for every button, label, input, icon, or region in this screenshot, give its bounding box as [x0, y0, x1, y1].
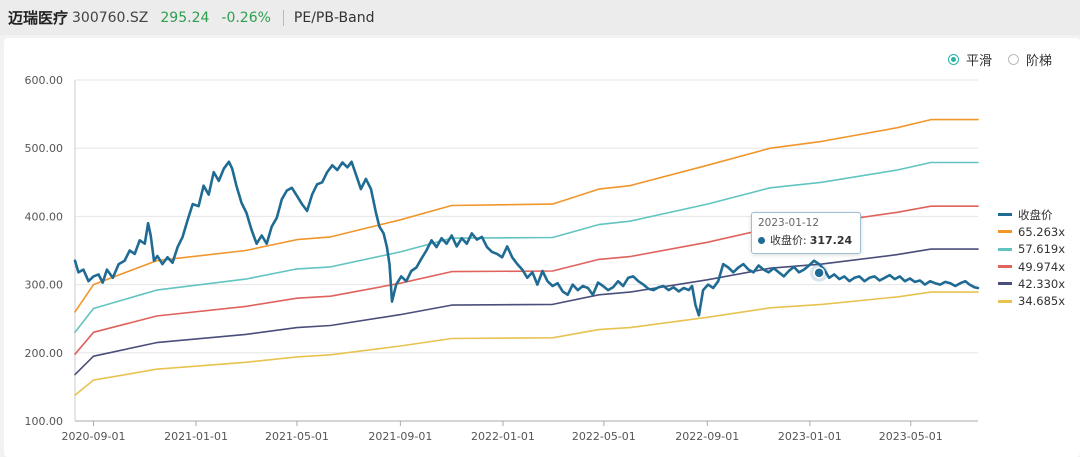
legend-label: 65.263x [1018, 224, 1066, 239]
tooltip-colon: : [803, 233, 807, 247]
x-tick-label: 2021-01-01 [164, 430, 228, 443]
y-tick-label: 500.00 [25, 142, 64, 155]
stock-code: 300760.SZ [72, 9, 149, 26]
stock-name: 迈瑞医疗 [8, 9, 69, 27]
legend-label: 42.330x [1018, 276, 1066, 291]
chart-grid [74, 79, 978, 422]
tooltip-row: 收盘价 : 317.24 [758, 232, 854, 248]
chart-legend: 收盘价 65.263x 57.619x 49.974x 42.330x 34.685x [998, 206, 1065, 310]
y-tick-label: 200.00 [25, 347, 64, 360]
x-tick-label: 2023-05-01 [879, 430, 943, 443]
legend-label: 收盘价 [1018, 207, 1053, 222]
x-tick-label: 2021-09-01 [368, 430, 432, 443]
y-tick-label: 600.00 [25, 74, 64, 87]
legend-label: 34.685x [1018, 294, 1066, 309]
stock-change: -0.26% [221, 9, 271, 26]
legend-swatch [998, 247, 1012, 251]
x-tick-label: 2023-01-01 [778, 430, 842, 443]
line-style-toggle: 平滑 阶梯 [948, 50, 1068, 69]
legend-swatch [998, 213, 1012, 217]
legend-label: 57.619x [1018, 242, 1066, 257]
chart-mode-label[interactable]: PE/PB-Band [293, 9, 375, 26]
chart-lines [73, 118, 980, 396]
legend-item[interactable]: 42.330x [998, 275, 1065, 292]
y-axis: 100.00 200.00 300.00 400.00 500.00 600.00 [25, 74, 64, 428]
x-tick-label: 2020-09-01 [62, 430, 126, 443]
series-line-收盘价 [73, 160, 980, 317]
legend-item[interactable]: 57.619x [998, 241, 1065, 258]
legend-swatch [998, 282, 1012, 286]
x-tick-label: 2022-01-01 [471, 430, 535, 443]
legend-label: 49.974x [1018, 259, 1066, 274]
legend-item[interactable]: 34.685x [998, 292, 1065, 309]
legend-item[interactable]: 65.263x [998, 223, 1065, 240]
y-tick-label: 100.00 [25, 415, 64, 428]
series-line-57.619x [74, 161, 979, 334]
x-tick-label: 2022-09-01 [675, 430, 739, 443]
chart-panel [4, 38, 1080, 457]
y-tick-label: 400.00 [25, 210, 64, 223]
legend-item[interactable]: 49.974x [998, 258, 1065, 275]
legend-swatch [998, 299, 1012, 303]
tooltip-date: 2023-01-12 [758, 217, 820, 229]
highlight-marker [810, 263, 829, 282]
x-tick-label: 2021-05-01 [265, 430, 329, 443]
legend-item[interactable]: 收盘价 [998, 206, 1065, 223]
x-tick-label: 2022-05-01 [572, 430, 636, 443]
radio-unchecked-icon [1008, 54, 1020, 65]
step-label: 阶梯 [1026, 54, 1053, 69]
chart-tooltip: 2023-01-12 收盘价 : 317.24 [751, 212, 861, 254]
series-line-34.685x [74, 291, 979, 396]
highlight-point [813, 267, 825, 279]
tooltip-value: 317.24 [809, 233, 853, 247]
tooltip-series-label: 收盘价 [770, 234, 803, 247]
smooth-label: 平滑 [966, 54, 993, 69]
header-divider [282, 9, 284, 26]
series-line-42.330x [74, 248, 979, 376]
y-tick-label: 300.00 [25, 279, 64, 292]
step-radio[interactable]: 阶梯 [1008, 50, 1052, 69]
series-line-65.263x [74, 118, 979, 313]
stock-header: 迈瑞医疗 300760.SZ 295.24 -0.26% PE/PB-Band [0, 0, 1080, 35]
smooth-radio[interactable]: 平滑 [948, 50, 992, 69]
radio-checked-icon [948, 54, 959, 65]
tooltip-series-dot [758, 236, 765, 244]
x-axis: 2020-09-01 2021-01-01 2021-05-01 2021-09-01… [62, 421, 943, 443]
legend-swatch [998, 230, 1012, 234]
stock-price: 295.24 [160, 9, 210, 26]
legend-swatch [998, 265, 1012, 269]
